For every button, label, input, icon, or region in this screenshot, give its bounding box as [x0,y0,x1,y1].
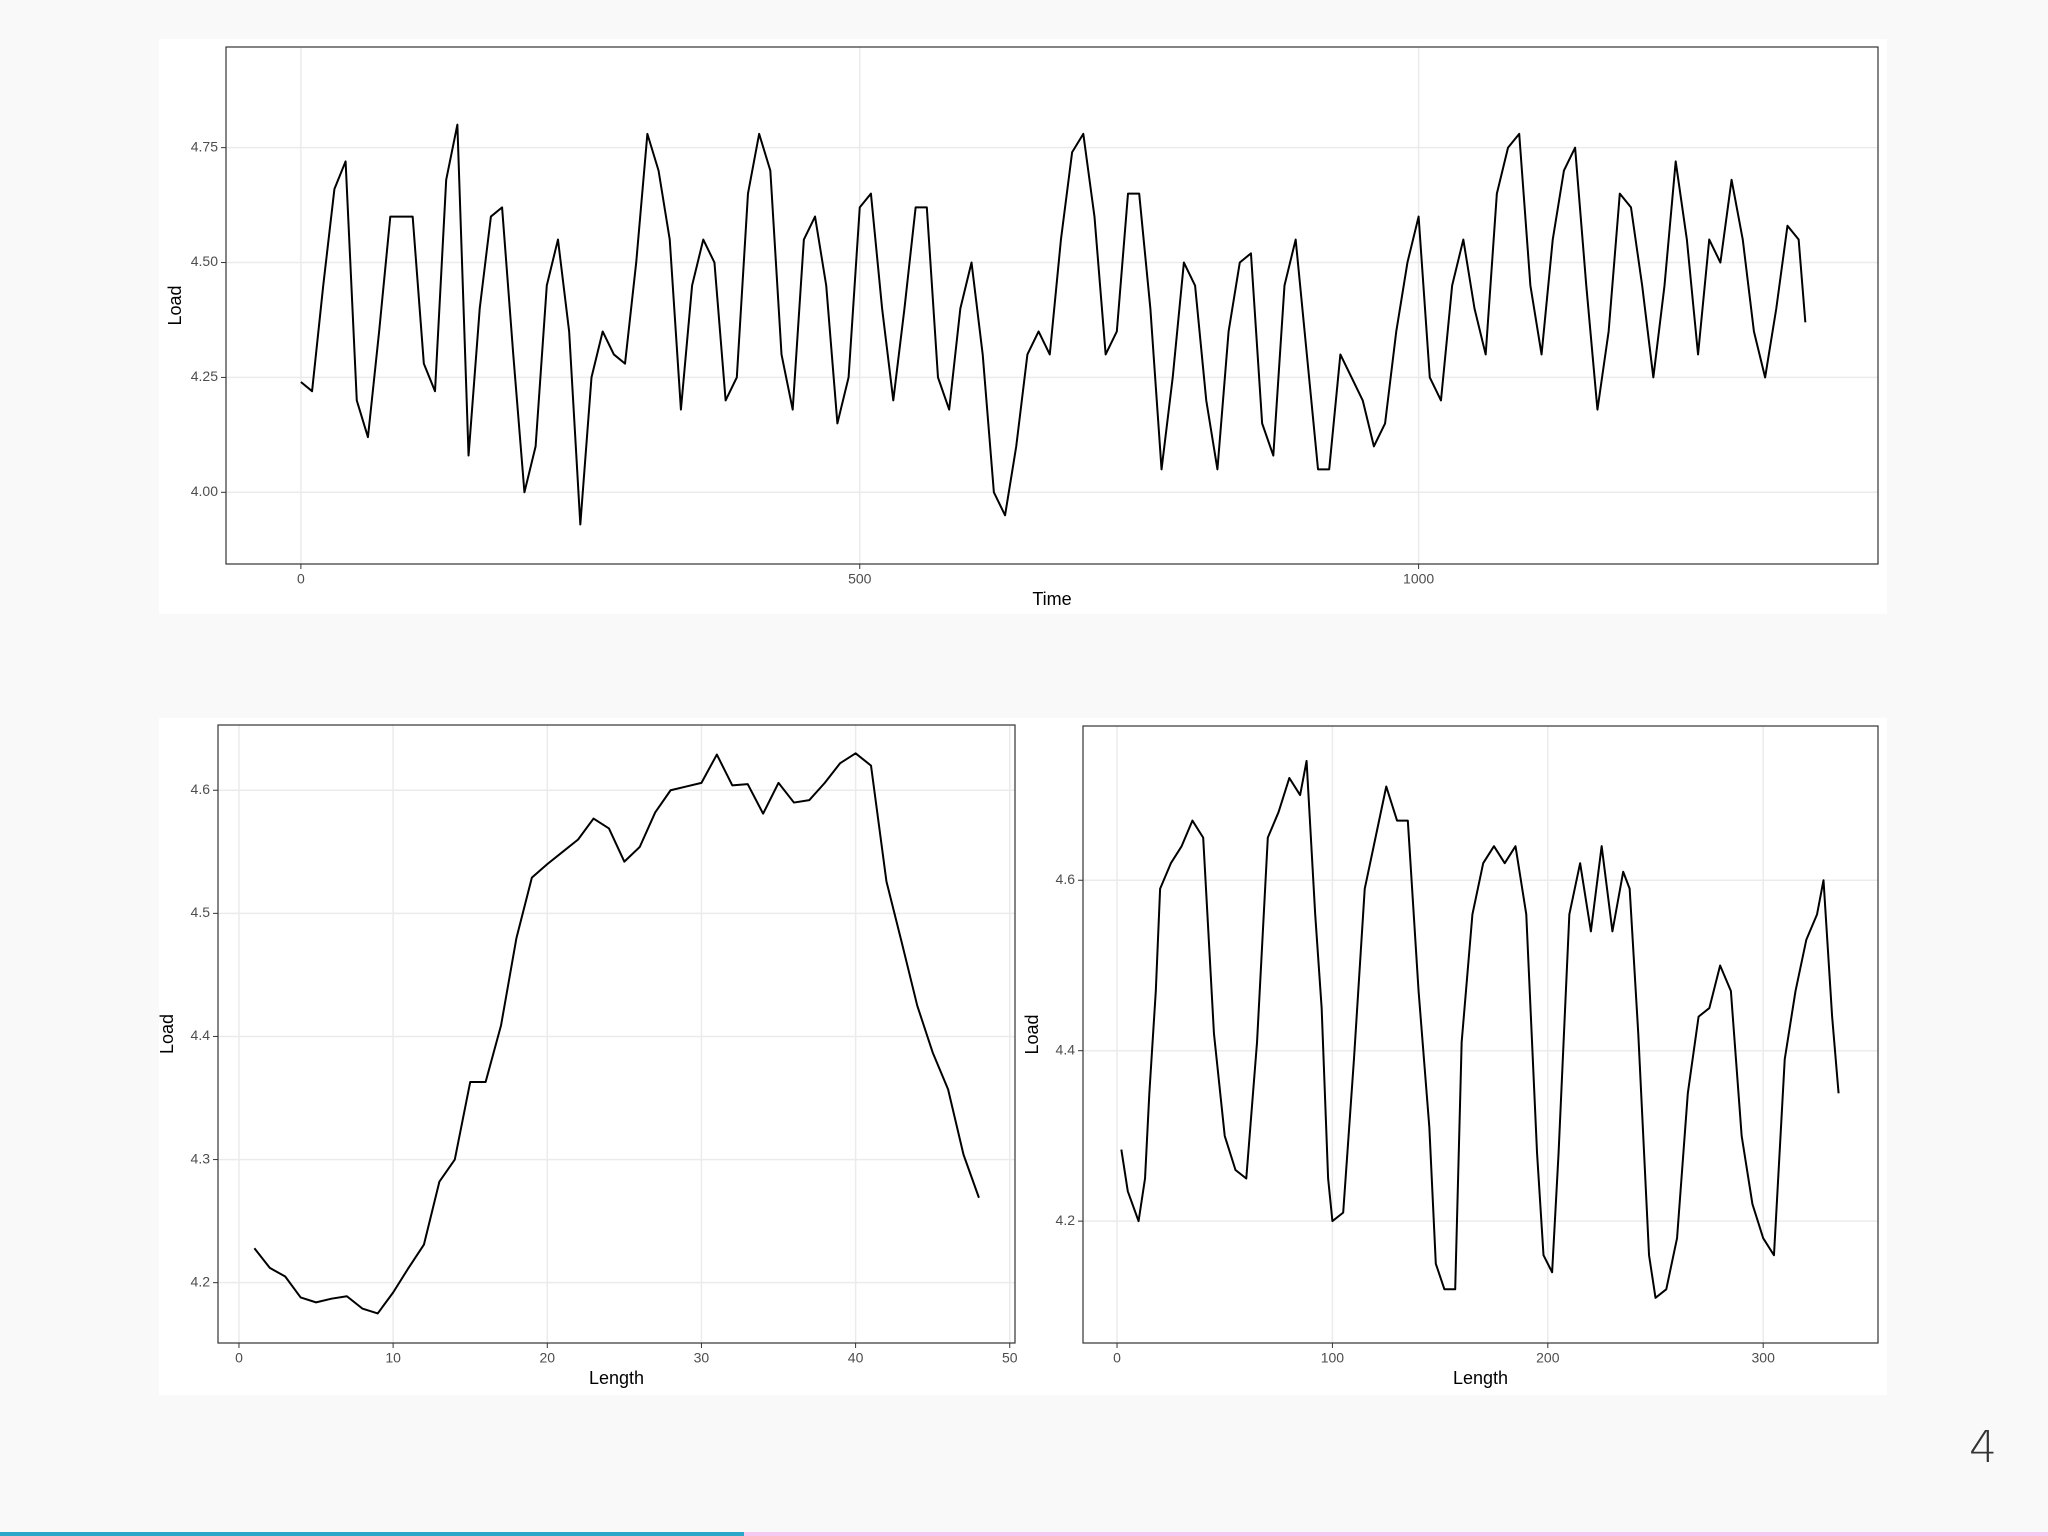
data-line [1120,759,1840,1299]
plot-frame [217,724,1016,1344]
x-axis-title: Time [1032,589,1071,609]
y-tick-label: 4.50 [191,253,218,269]
y-tick-label: 4.00 [191,483,218,499]
y-tick-label: 4.5 [191,904,211,920]
data-line [300,123,1807,526]
data-line [253,752,980,1315]
x-tick-label: 500 [848,571,872,587]
x-tick-label: 20 [539,1350,555,1366]
y-tick-label: 4.3 [191,1150,211,1166]
x-tick-label: 0 [235,1350,243,1366]
bottom-panel [159,718,1887,1395]
page-number: 4 [1969,1422,1997,1473]
y-tick-label: 4.2 [191,1273,211,1289]
x-tick-label: 0 [297,571,305,587]
y-tick-label: 4.4 [191,1027,211,1043]
y-axis-title: Load [1022,1014,1042,1054]
top-panel [159,39,1887,614]
x-tick-label: 1000 [1403,571,1434,587]
y-axis-title: Load [157,1014,177,1054]
y-tick-label: 4.4 [1056,1041,1076,1057]
y-tick-label: 4.75 [191,138,218,154]
plot-frame [225,46,1879,565]
x-tick-label: 300 [1752,1350,1776,1366]
x-axis-title: Length [589,1368,644,1388]
x-tick-label: 50 [1002,1350,1018,1366]
y-tick-label: 4.6 [1056,871,1076,887]
x-tick-label: 10 [385,1350,401,1366]
x-tick-label: 0 [1113,1350,1121,1366]
plot-frame [1082,725,1879,1344]
x-tick-label: 100 [1321,1350,1345,1366]
x-tick-label: 30 [694,1350,710,1366]
progress-done [0,1532,744,1536]
y-axis-title: Load [165,285,185,325]
y-tick-label: 4.6 [191,781,211,797]
progress-rest [744,1532,2048,1536]
x-axis-title: Length [1453,1368,1508,1388]
x-tick-label: 200 [1536,1350,1560,1366]
y-tick-label: 4.25 [191,368,218,384]
y-tick-label: 4.2 [1056,1212,1076,1228]
x-tick-label: 40 [848,1350,864,1366]
